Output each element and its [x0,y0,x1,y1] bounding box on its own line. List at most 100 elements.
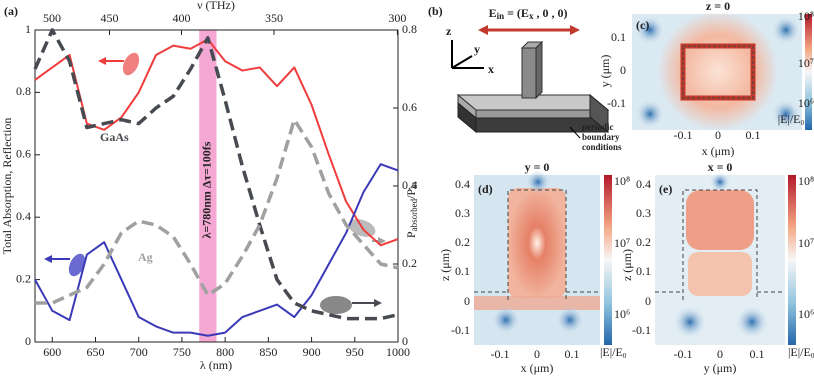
x-tick-label: 650 [87,345,105,359]
y-tick-label: 0 [25,334,31,348]
y-axis-label: Total Absorption, Reflection [0,118,14,255]
x-tick-label: 0 [534,347,540,361]
x-tick-label: -0.1 [674,128,693,142]
y-tick-label: 0.8 [16,84,31,98]
boundary-label: conditions [582,142,622,152]
y-tick-label: 0.4 [455,177,470,191]
band-label: λ=780nm Δτ=100fs [200,141,214,238]
colorbar [805,14,812,130]
schematic [451,25,610,139]
y-tick-label: 0.1 [455,264,470,278]
y-tick-label: -0.1 [607,96,626,110]
x-tick-label: 850 [259,345,277,359]
x-axis-label: x (μm) [521,361,554,375]
colorbar-label-part: |E|/E [788,345,811,359]
y-tick-label: 0.2 [636,235,651,249]
y-tick-label: 0 [620,63,626,77]
field-part: = (E [504,6,529,20]
y-tick-label: -0.1 [632,323,651,337]
y-tick-label: 0.4 [16,209,31,223]
x2-axis-label: ν (THz) [197,0,235,12]
field-part: E [489,6,497,20]
colorbar-tick-label: 10⁶ [614,307,630,321]
series-line [33,28,399,321]
colorbar-label-part: |E|/E [600,345,623,359]
x-axis-label: λ (nm) [200,358,232,372]
panel-label: (c) [636,18,649,32]
x2-tick-label: 350 [265,11,283,25]
series-line [35,117,399,305]
y-tick-label: 0.6 [16,147,31,161]
y2-tick-label: 0.8 [402,22,417,36]
colorbar [604,175,612,345]
colorbar-label-part: 0 [811,352,814,360]
y2-tick-label: 0.4 [402,178,417,192]
x2-tick-label: 500 [43,11,61,25]
colorbar-label-part: 0 [623,352,627,360]
y-tick-label: 0.2 [455,235,470,249]
colorbar-label: |E|/E0 [788,345,814,360]
annotation: GaAs [100,130,129,144]
colorbar-label-part: |E|/E [778,112,801,126]
y2-label-part: in [409,181,419,189]
colorbar-tick-label: 10⁷ [614,236,630,250]
y2-tick-label: 0 [402,334,408,348]
x2-tick-label: 450 [101,11,119,25]
colorbar-tick-label: 10⁷ [798,56,814,70]
y-axis-label: z (μm) [438,249,452,281]
y2-axis-label: Pabsorbed/Pin [404,181,419,238]
field-part: in [497,11,505,21]
boundary-label: boundary [582,132,620,142]
colorbar-label: |E|/E0 [778,112,805,127]
colorbar-tick-label: 10⁸ [798,9,814,23]
x-tick-label: 900 [303,345,321,359]
colorbar-tick-label: 10⁶ [798,96,814,110]
y-tick-label: 0.3 [636,206,651,220]
y-tick-label: 0.1 [636,264,651,278]
y-tick-label: 0.3 [455,206,470,220]
annotation: Ag [138,250,153,264]
colorbar-tick-label: 10⁶ [798,307,814,321]
x-tick-label: 0 [717,347,723,361]
y-tick-label: 0.1 [611,30,626,44]
panel-title: z = 0 [706,0,730,13]
panel-label: (d) [478,182,493,196]
panel-label: (e) [659,182,672,196]
axis-name: y [474,42,480,56]
colorbar-tick-label: 10⁷ [798,236,814,250]
colorbar-tick-label: 10⁸ [798,174,814,188]
y-tick-label: 0 [645,294,651,308]
x-tick-label: 1000 [386,345,410,359]
x-tick-label: 800 [216,345,234,359]
axis-name: x [488,62,494,76]
y2-tick-label: 0.6 [402,100,417,114]
x-tick-label: 600 [43,345,61,359]
y2-tick-label: 0.2 [402,256,417,270]
y-tick-label: 0.2 [16,271,31,285]
field-part: , 0 , 0) [533,6,567,20]
colorbar [788,175,796,345]
panel-title: x = 0 [708,160,733,174]
y2-label-part: /P [404,189,418,199]
x2-tick-label: 400 [172,11,190,25]
boundary-label: periodic [582,122,614,132]
field-label: Ein = (Ex , 0 , 0) [489,6,568,21]
y2-label-part: absorbed [409,198,419,231]
panel-title: y = 0 [525,160,550,174]
y-tick-label: 0 [464,294,470,308]
colorbar-label: |E|/E0 [600,345,627,360]
highlight-band [199,30,217,342]
field-part: x [529,11,534,21]
y-tick-label: 0.4 [636,177,651,191]
x2-tick-label: 300 [388,11,406,25]
panel-label: (b) [428,4,443,18]
x-tick-label: 700 [130,345,148,359]
heatmap-e [655,172,785,345]
axis-name: z [446,24,452,38]
y-axis-label: z (μm) [620,249,634,281]
x-tick-label: 0.1 [746,128,761,142]
panel-label: (a) [4,4,18,18]
heatmap-c [632,11,802,131]
x-tick-label: 950 [346,345,364,359]
